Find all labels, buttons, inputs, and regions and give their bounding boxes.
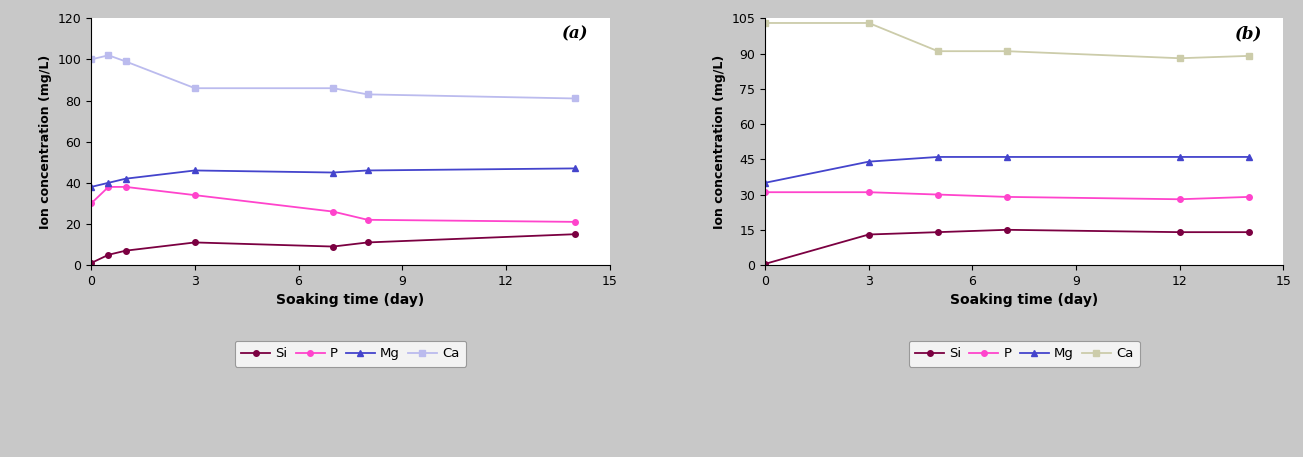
P (119, 184, 134, 190)
Line: Si: Si (89, 231, 577, 266)
P (930, 192, 946, 197)
P (83, 201, 99, 206)
Mg (757, 180, 773, 186)
Si (999, 227, 1015, 233)
P (861, 190, 877, 195)
Ca (326, 85, 341, 91)
Ca (119, 59, 134, 64)
Line: Mg: Mg (762, 154, 1252, 186)
Text: (b): (b) (1235, 26, 1263, 43)
Ca (83, 57, 99, 62)
P (360, 217, 375, 223)
Si (757, 261, 773, 266)
Line: Ca: Ca (762, 20, 1252, 62)
Mg (83, 184, 99, 190)
Legend: Si, P, Mg, Ca: Si, P, Mg, Ca (235, 341, 466, 367)
P (326, 209, 341, 214)
P (999, 194, 1015, 200)
Mg (1171, 154, 1187, 159)
Mg (861, 159, 877, 165)
P (757, 190, 773, 195)
Si (100, 252, 116, 258)
Y-axis label: Ion concentration (mg/L): Ion concentration (mg/L) (713, 54, 726, 229)
Ca (360, 92, 375, 97)
Text: (a): (a) (563, 26, 589, 43)
Si (83, 260, 99, 266)
Si (360, 240, 375, 245)
Ca (1240, 53, 1256, 58)
Legend: Si, P, Mg, Ca: Si, P, Mg, Ca (908, 341, 1140, 367)
Ca (567, 96, 582, 101)
Si (861, 232, 877, 237)
Mg (360, 168, 375, 173)
X-axis label: Soaking time (day): Soaking time (day) (276, 293, 425, 308)
Line: Si: Si (762, 227, 1252, 267)
Mg (1240, 154, 1256, 159)
Ca (999, 48, 1015, 54)
Line: Ca: Ca (87, 52, 579, 102)
Si (188, 240, 203, 245)
P (1171, 197, 1187, 202)
Y-axis label: Ion concentration (mg/L): Ion concentration (mg/L) (39, 54, 52, 229)
Mg (100, 180, 116, 186)
X-axis label: Soaking time (day): Soaking time (day) (950, 293, 1098, 308)
Ca (757, 20, 773, 26)
Line: P: P (762, 189, 1252, 202)
Mg (930, 154, 946, 159)
Mg (567, 166, 582, 171)
Ca (861, 20, 877, 26)
Ca (1171, 55, 1187, 61)
Line: Mg: Mg (87, 165, 579, 191)
Mg (119, 176, 134, 181)
Si (119, 248, 134, 254)
P (1240, 194, 1256, 200)
Si (1171, 229, 1187, 235)
Si (930, 229, 946, 235)
Ca (930, 48, 946, 54)
P (100, 184, 116, 190)
P (188, 192, 203, 198)
Si (567, 232, 582, 237)
P (567, 219, 582, 225)
Mg (326, 170, 341, 175)
Si (1240, 229, 1256, 235)
Si (326, 244, 341, 250)
Mg (999, 154, 1015, 159)
Line: P: P (89, 184, 577, 225)
Ca (100, 53, 116, 58)
Ca (188, 85, 203, 91)
Mg (188, 168, 203, 173)
